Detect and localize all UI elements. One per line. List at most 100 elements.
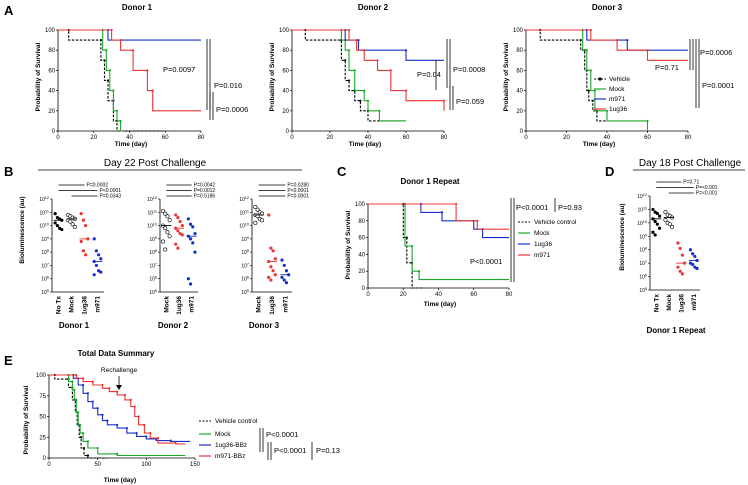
data-point — [165, 230, 170, 235]
pval: P=0.016 — [214, 81, 242, 90]
x-tick-label: 60 — [403, 135, 410, 141]
censor-mark — [75, 373, 78, 377]
pval: P=0.0006 — [216, 105, 248, 114]
censor-mark — [357, 39, 360, 42]
donor1-pvals: P=0.0097 P=0.016 P=0.0006 — [163, 39, 248, 120]
data-point — [693, 254, 697, 259]
y-tick-label: 1012 — [637, 193, 647, 200]
data-point — [273, 257, 277, 261]
y-tick-exponent: 6 — [645, 274, 647, 278]
censor-mark — [593, 89, 596, 92]
y-tick-label: 1012 — [239, 196, 249, 203]
censor-mark — [442, 99, 446, 102]
panel-c-label: C — [337, 164, 347, 179]
data-point — [678, 246, 682, 250]
y-tick-label: 0 — [43, 456, 47, 462]
data-point — [188, 222, 193, 226]
data-point — [180, 223, 184, 228]
donor1-title: Donor 1 — [122, 3, 153, 12]
censor-mark — [151, 89, 154, 92]
x-tick-label: 20 — [327, 135, 334, 141]
b-donor2-label: Donor 2 — [158, 321, 189, 330]
data-point — [165, 214, 170, 219]
data-point — [99, 270, 103, 274]
y-tick-exponent: 8 — [155, 249, 157, 253]
censor-mark — [73, 388, 76, 392]
data-point — [193, 250, 197, 254]
censor-mark — [146, 69, 149, 72]
data-point — [193, 231, 197, 236]
category-label: m971 — [95, 296, 102, 313]
category-label: m971 — [691, 294, 698, 311]
censor-mark — [591, 99, 594, 102]
data-point — [70, 222, 75, 227]
data-point — [269, 265, 273, 269]
y-tick-exponent: 5 — [247, 289, 249, 293]
censor-mark — [605, 109, 609, 112]
censor-mark — [579, 39, 582, 42]
y-tick-exponent: 8 — [247, 249, 249, 253]
e-ylabel: Probability of Survival — [23, 385, 30, 454]
category-label: Mock — [666, 294, 673, 311]
data-point — [161, 239, 166, 244]
x-tick-label: 40 — [126, 135, 133, 141]
censor-mark — [101, 413, 104, 416]
y-tick-label: 20 — [282, 109, 289, 115]
data-point — [163, 247, 168, 252]
y-tick-label: 0 — [52, 129, 56, 135]
data-point — [191, 241, 195, 245]
y-tick-label: 0 — [362, 286, 366, 292]
y-tick-label: 20 — [48, 109, 55, 115]
data-point — [267, 275, 271, 279]
panel-d-label: D — [605, 164, 614, 179]
panel-a-label: A — [4, 3, 14, 18]
y-tick-label: 1011 — [147, 209, 157, 216]
y-tick-exponent: 12 — [245, 196, 249, 200]
category-label: No Tx — [653, 294, 660, 312]
censor-mark — [440, 211, 444, 214]
censor-mark — [359, 99, 362, 102]
x-tick-label: 80 — [198, 135, 205, 141]
category-label: Mock — [256, 296, 263, 313]
y-tick-label: 106 — [639, 274, 647, 281]
censor-mark — [616, 39, 619, 42]
data-point — [174, 242, 178, 246]
censor-mark — [116, 452, 119, 455]
y-tick-label: 105 — [241, 289, 249, 296]
data-point — [282, 263, 286, 268]
pval: P=0.0097 — [163, 65, 195, 74]
y-tick-label: 1012 — [147, 196, 157, 203]
series-line-mock — [292, 29, 406, 122]
x-tick-label: 40 — [435, 292, 442, 298]
censor-mark — [344, 59, 347, 62]
x-tick-label: 20 — [90, 135, 97, 141]
y-tick-exponent: 10 — [245, 223, 249, 227]
censor-mark — [108, 387, 111, 390]
data-point — [176, 216, 180, 220]
censor-mark — [75, 398, 78, 401]
censor-mark — [125, 427, 128, 430]
category-label: 1ug36 — [82, 296, 89, 315]
censor-mark — [389, 69, 392, 72]
pval: P<0.0001 — [287, 188, 309, 194]
y-tick-label: 1010 — [239, 223, 249, 230]
panel-e-title: Total Data Summary — [78, 349, 155, 358]
y-tick-label: 109 — [41, 236, 49, 243]
data-point — [68, 219, 73, 224]
y-tick-label: 108 — [241, 249, 249, 256]
data-point — [667, 222, 672, 227]
censor-mark — [418, 270, 421, 273]
censor-mark — [91, 380, 94, 383]
a2-xlabel: Time (day) — [349, 141, 381, 148]
pval: P=0.13 — [316, 446, 340, 455]
censor-mark — [106, 79, 110, 82]
e-pvals: P<0.0001 P<0.0001 P=0.13 — [259, 428, 340, 460]
y-tick-label: 50 — [39, 415, 46, 421]
pval: P=0.0001 — [287, 194, 309, 200]
censor-mark — [96, 446, 99, 450]
x-tick-label: 150 — [190, 462, 201, 468]
data-point — [284, 281, 289, 285]
x-tick-label: 80 — [685, 135, 692, 141]
legend-label: Vehicle — [609, 76, 630, 83]
